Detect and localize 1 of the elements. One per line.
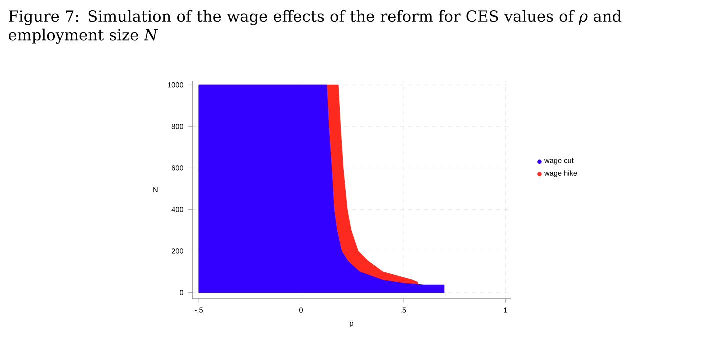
chart-title: Figure 7: Simulation of the wage effects of the reform for CES values of ρ and employment size N [9, 10, 622, 44]
